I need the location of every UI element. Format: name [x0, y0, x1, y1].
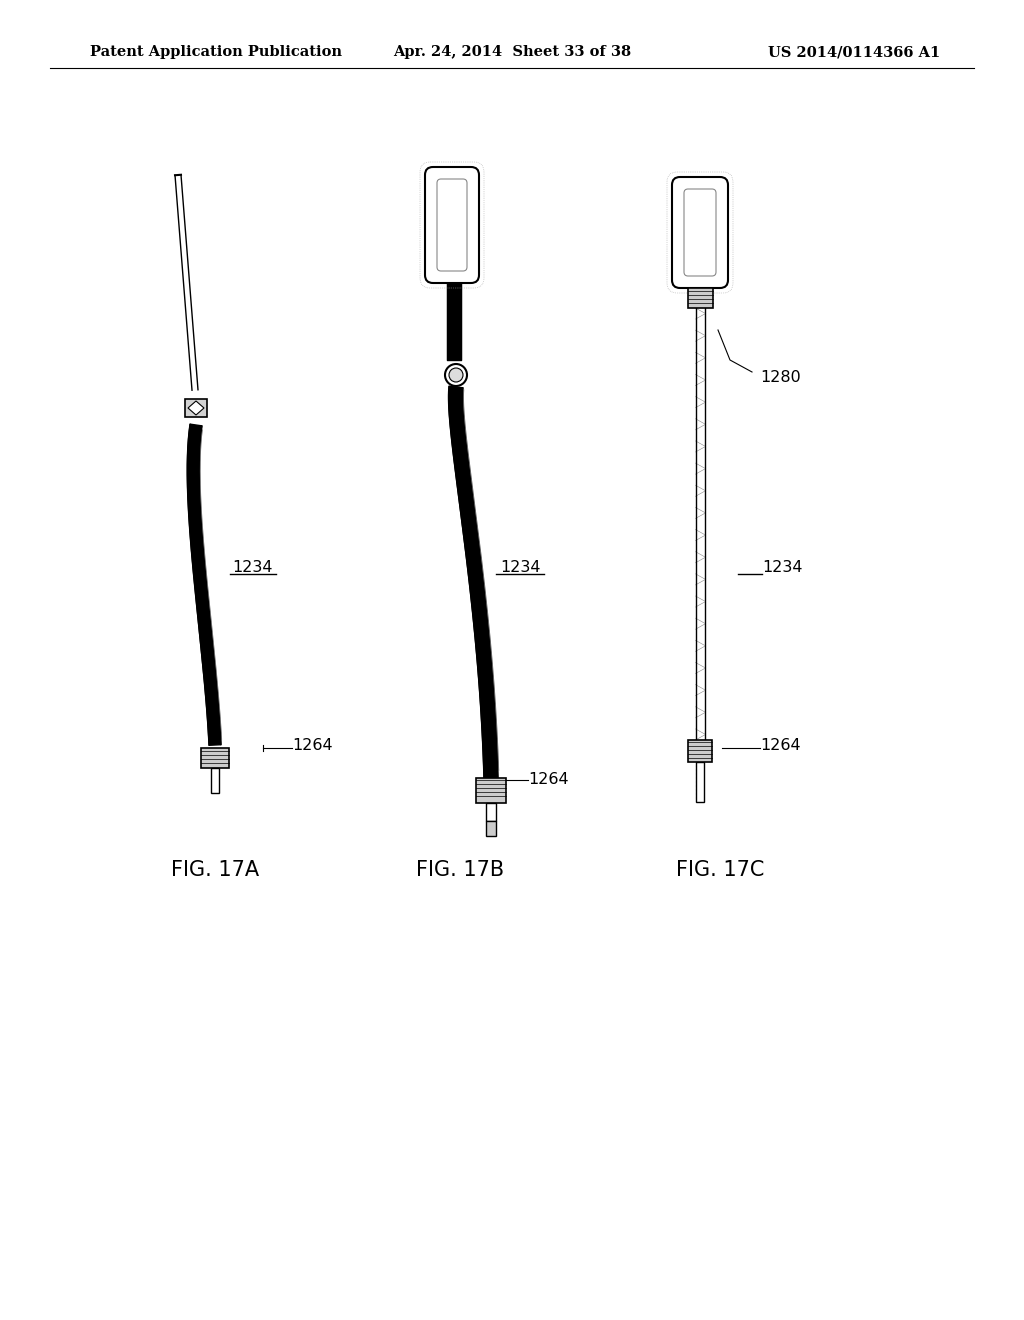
Text: 1234: 1234	[500, 561, 541, 576]
Bar	[211, 768, 219, 793]
Text: 1264: 1264	[760, 738, 801, 752]
Text: Apr. 24, 2014  Sheet 33 of 38: Apr. 24, 2014 Sheet 33 of 38	[393, 45, 631, 59]
Bar	[201, 748, 229, 768]
Bar	[696, 762, 705, 803]
Text: FIG. 17B: FIG. 17B	[416, 861, 504, 880]
Text: 1234: 1234	[762, 561, 803, 576]
Text: 1280: 1280	[760, 371, 801, 385]
Bar	[486, 803, 496, 821]
FancyBboxPatch shape	[437, 180, 467, 271]
Text: Patent Application Publication: Patent Application Publication	[90, 45, 342, 59]
Text: 1264: 1264	[292, 738, 333, 752]
Text: FIG. 17C: FIG. 17C	[676, 861, 764, 880]
Bar	[486, 821, 496, 836]
Polygon shape	[447, 282, 461, 360]
Polygon shape	[175, 174, 198, 391]
Ellipse shape	[445, 364, 467, 385]
FancyBboxPatch shape	[684, 189, 716, 276]
Text: US 2014/0114366 A1: US 2014/0114366 A1	[768, 45, 940, 59]
Ellipse shape	[449, 368, 463, 381]
Bar	[185, 399, 207, 417]
Polygon shape	[187, 424, 221, 746]
Bar	[687, 288, 713, 308]
Text: 1264: 1264	[528, 772, 568, 788]
Polygon shape	[188, 401, 204, 414]
Text: FIG. 17A: FIG. 17A	[171, 861, 259, 880]
Bar	[476, 777, 506, 803]
FancyBboxPatch shape	[425, 168, 479, 282]
Text: 1234: 1234	[232, 561, 273, 576]
FancyBboxPatch shape	[672, 177, 728, 288]
Bar	[688, 741, 712, 762]
Polygon shape	[449, 387, 498, 780]
